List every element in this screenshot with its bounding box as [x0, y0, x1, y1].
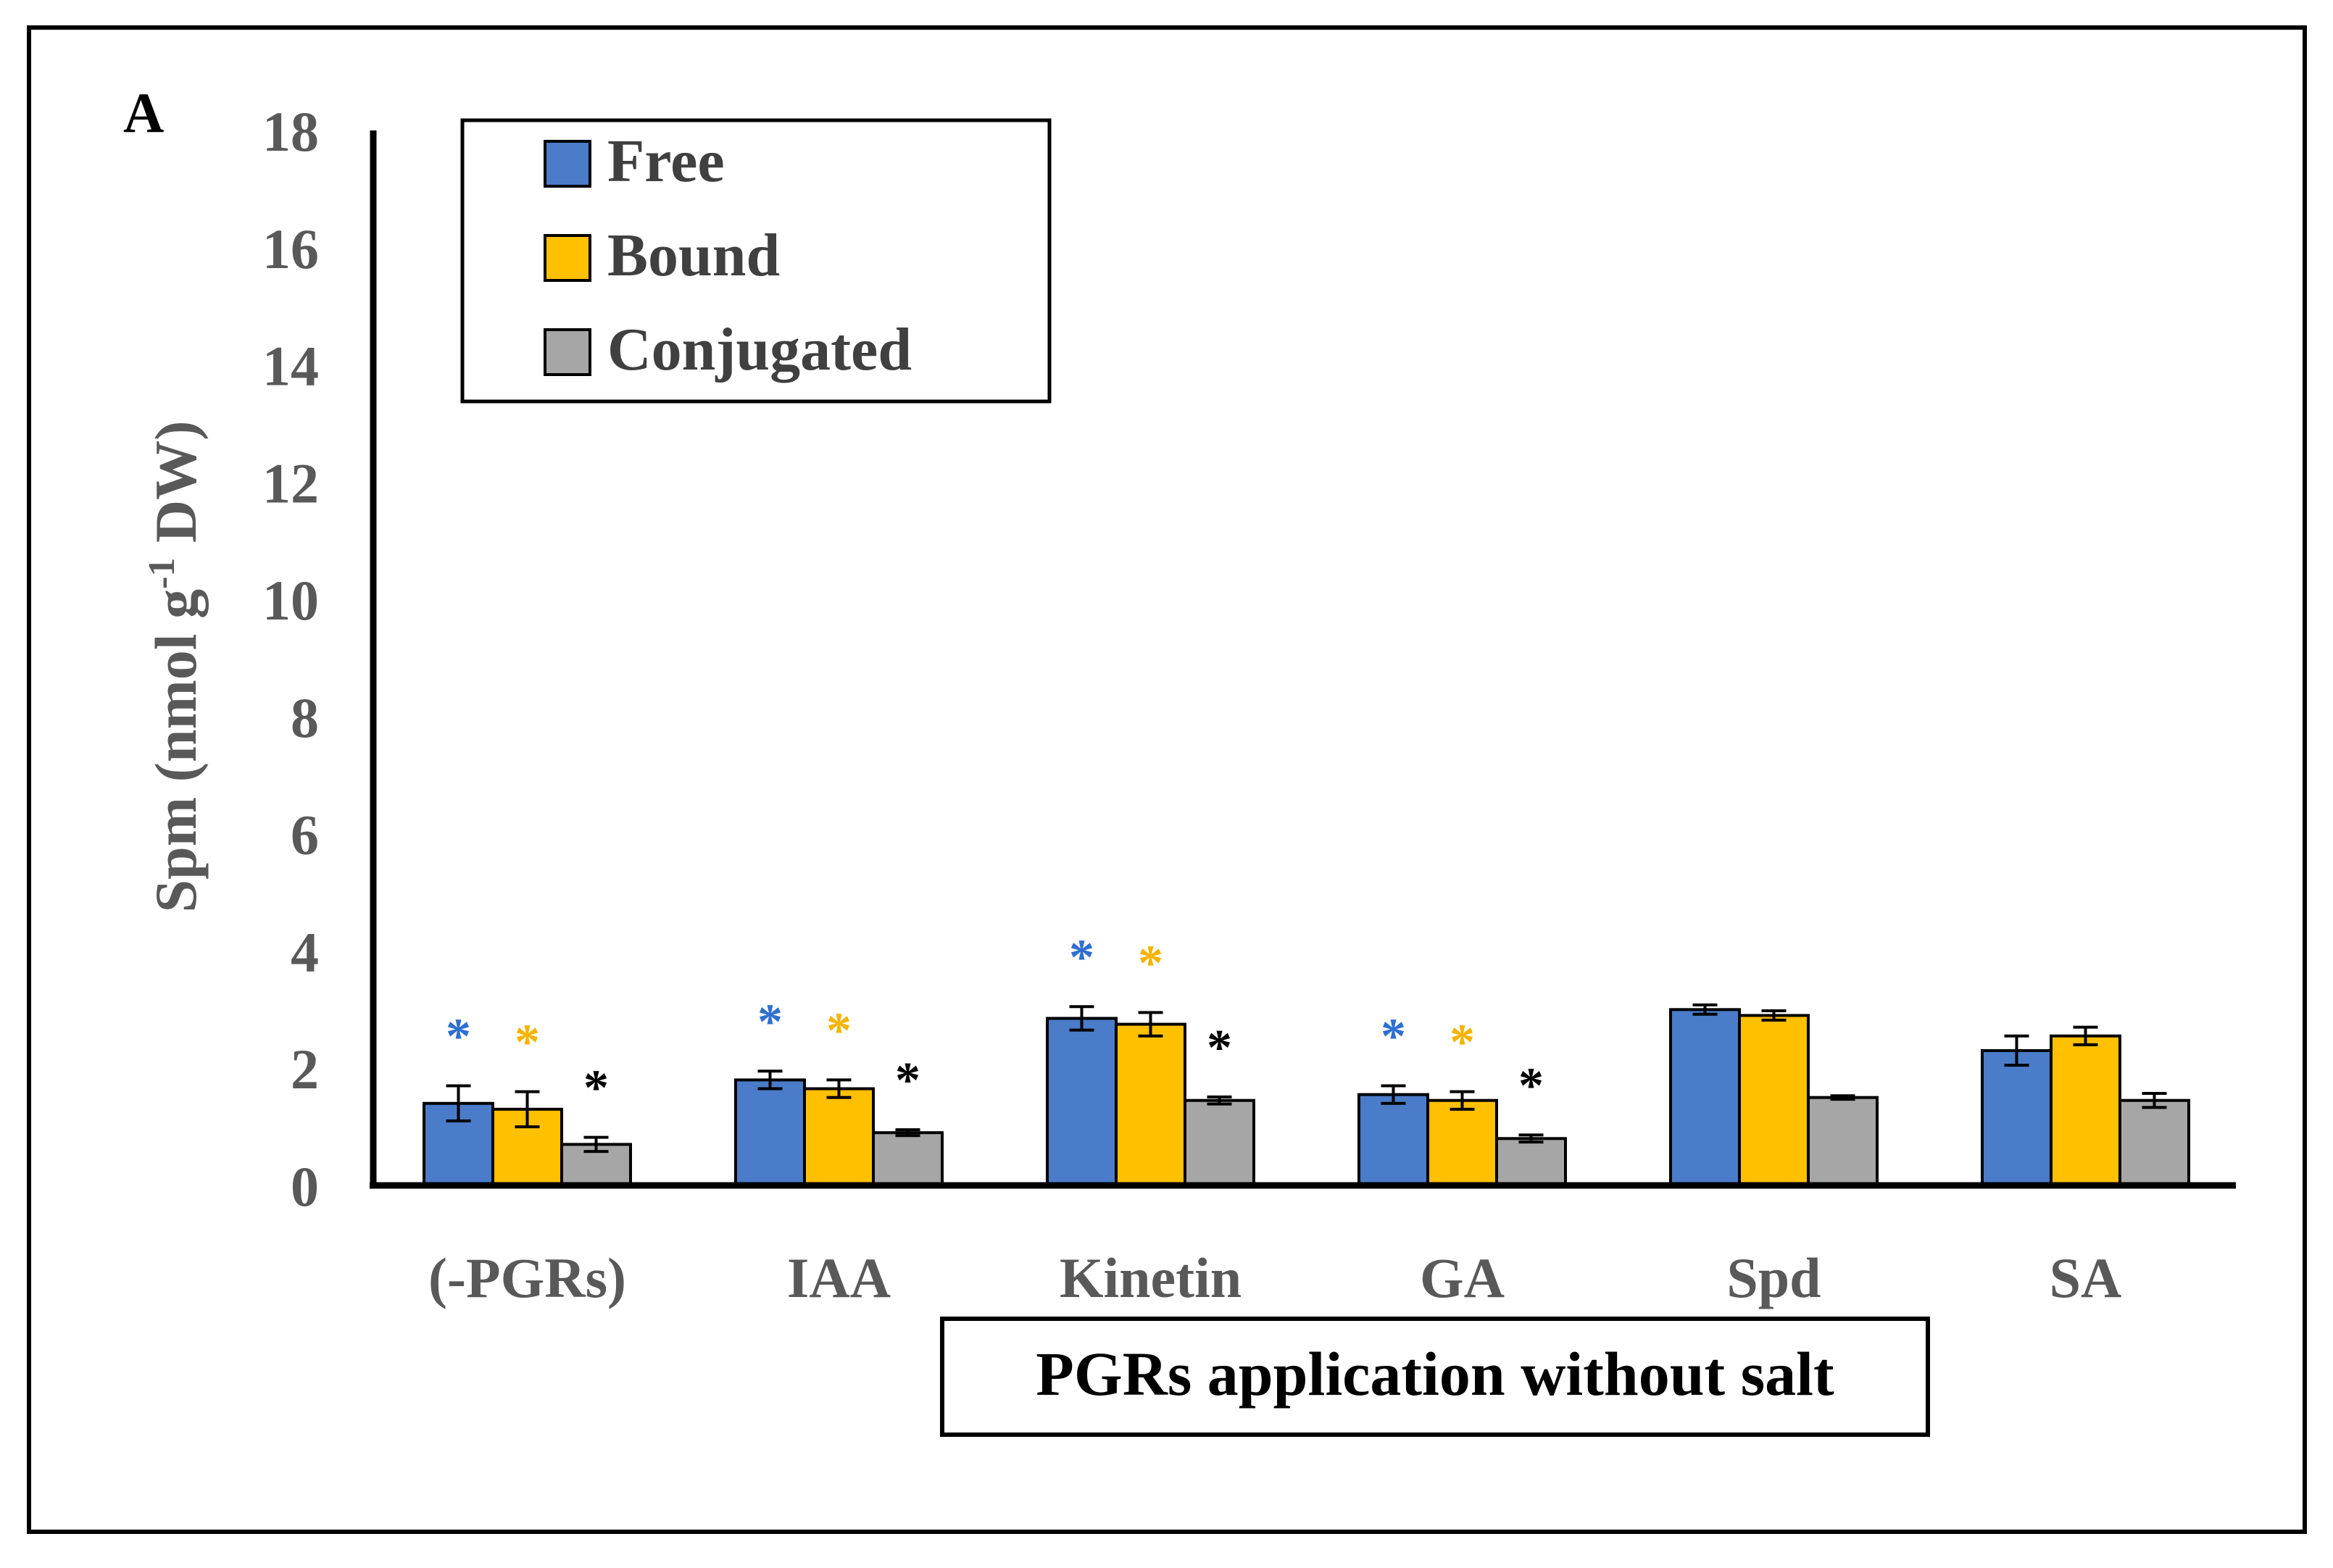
- y-axis-title: Spm (nmol g-1 DW): [141, 421, 209, 913]
- x-tick-label: GA: [1420, 1246, 1505, 1309]
- y-tick-label: 4: [291, 920, 319, 983]
- y-axis-title-sup: -1: [141, 558, 183, 589]
- y-axis-title-main: Spm (nmol g: [143, 589, 209, 913]
- x-tick-label: Kinetin: [1060, 1246, 1242, 1309]
- significance-star: *: [1138, 935, 1163, 991]
- bar-conjugated: [872, 1131, 944, 1187]
- bar-bound: [2050, 1034, 2121, 1187]
- significance-star: *: [757, 994, 783, 1050]
- bar-conjugated: [1495, 1137, 1567, 1188]
- bar-free: [1669, 1008, 1741, 1188]
- x-tick-label: (-PGRs): [428, 1246, 626, 1309]
- x-tick-label: IAA: [787, 1246, 891, 1309]
- y-tick-label: 6: [291, 804, 319, 867]
- significance-markers: * * * * * * * * * * * *: [446, 930, 1544, 1116]
- legend-label-free: Free: [607, 128, 725, 195]
- legend-swatch-free: [544, 140, 591, 188]
- y-tick-label: 10: [262, 569, 319, 632]
- x-axis-title-box: [940, 1317, 1930, 1437]
- significance-star: *: [1069, 930, 1094, 985]
- y-tick-label: 14: [262, 335, 319, 398]
- error-bars: [446, 1003, 2167, 1154]
- legend-label-conjugated: Conjugated: [607, 316, 912, 383]
- bar-free: [1981, 1048, 2053, 1188]
- legend-label-bound: Bound: [607, 222, 780, 289]
- x-axis-title: PGRs application without salt: [1036, 1339, 1834, 1409]
- legend-swatch-conjugated: [544, 328, 591, 376]
- y-tick-labels: 0 2 4 6 8 10 12 14 16 18: [262, 100, 319, 1218]
- bar-free: [734, 1078, 806, 1188]
- legend-swatch-bound: [544, 234, 591, 282]
- y-tick-label: 16: [262, 217, 319, 280]
- y-tick-label: 2: [291, 1038, 319, 1101]
- panel-label: A: [123, 81, 164, 144]
- bar-conjugated: [2118, 1098, 2190, 1187]
- bar-bound: [1738, 1014, 1810, 1188]
- y-tick-label: 8: [291, 686, 319, 749]
- significance-star: *: [895, 1053, 920, 1109]
- significance-star: *: [446, 1009, 471, 1064]
- y-axis-title-tail: DW): [143, 421, 209, 558]
- y-tick-label: 18: [262, 100, 319, 163]
- significance-star: *: [1207, 1020, 1232, 1076]
- bars: [423, 1008, 2190, 1188]
- bar-free: [1357, 1093, 1429, 1187]
- significance-star: *: [583, 1061, 609, 1117]
- bar-bound: [1115, 1022, 1186, 1187]
- bar-bound: [803, 1087, 875, 1187]
- bar-conjugated: [1184, 1098, 1255, 1187]
- significance-star: *: [1450, 1015, 1475, 1071]
- significance-star: *: [826, 1003, 852, 1059]
- x-tick-labels: (-PGRs) IAA Kinetin GA Spd SA: [428, 1246, 2121, 1309]
- bar-conjugated: [1807, 1096, 1879, 1187]
- legend: Free Bound Conjugated: [460, 118, 1052, 404]
- bar-bound: [1426, 1098, 1498, 1187]
- x-axis-title-group: PGRs application without salt: [940, 1317, 1930, 1437]
- significance-star: *: [515, 1015, 540, 1071]
- figure-frame: [27, 25, 2307, 1534]
- significance-star: *: [1518, 1058, 1544, 1114]
- y-tick-label: 12: [262, 451, 319, 514]
- bar-free: [1046, 1017, 1118, 1188]
- x-tick-label: Spd: [1726, 1246, 1821, 1309]
- y-tick-label: 0: [291, 1155, 319, 1218]
- significance-star: *: [1381, 1009, 1406, 1064]
- x-tick-label: SA: [2050, 1246, 2122, 1309]
